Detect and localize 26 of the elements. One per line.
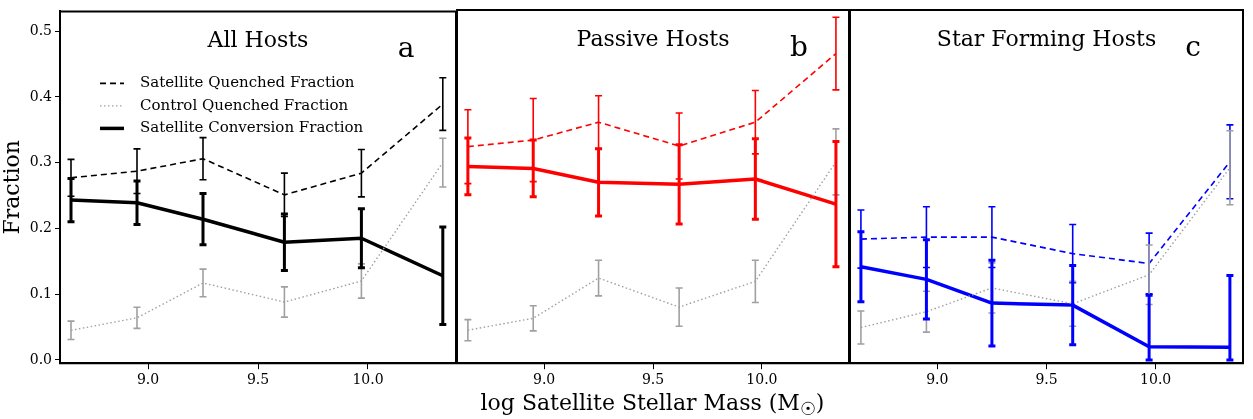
annotation: b — [790, 30, 808, 63]
x-tick-label: 10.0 — [746, 371, 778, 388]
legend-label: Satellite Quenched Fraction — [140, 73, 355, 92]
y-axis-title: Fraction — [0, 140, 24, 235]
x-tick-label: 9.0 — [532, 371, 556, 388]
x-tick-label: 9.5 — [246, 371, 270, 388]
x-tick-label: 9.0 — [136, 371, 160, 388]
text: Passive Hosts — [576, 26, 730, 51]
annotation: c — [1185, 30, 1201, 63]
annotation: a — [397, 31, 415, 65]
x-tick-label: 10.0 — [352, 371, 384, 388]
y-tick-label: 0.1 — [29, 284, 52, 301]
y-tick-label: 0.0 — [29, 350, 52, 367]
legend-label: Control Quenched Fraction — [140, 95, 349, 114]
x-tick-label: 9.5 — [641, 371, 665, 388]
x-tick-label: 10.0 — [1140, 371, 1172, 388]
y-tick-label: 0.2 — [29, 219, 52, 236]
y-tick-label: 0.3 — [29, 153, 52, 170]
legend-label: Satellite Conversion Fraction — [140, 118, 364, 137]
x-axis-title: log Satellite Stellar Mass (M$_{☉}$) — [479, 390, 826, 419]
x-tick-label: 9.5 — [1035, 371, 1058, 388]
y-tick-label: 0.4 — [29, 87, 53, 104]
text: All Hosts — [206, 27, 309, 53]
x-tick-label: 9.0 — [926, 371, 949, 388]
y-tick-label: 0.5 — [29, 21, 52, 38]
text: Star Forming Hosts — [936, 26, 1157, 51]
